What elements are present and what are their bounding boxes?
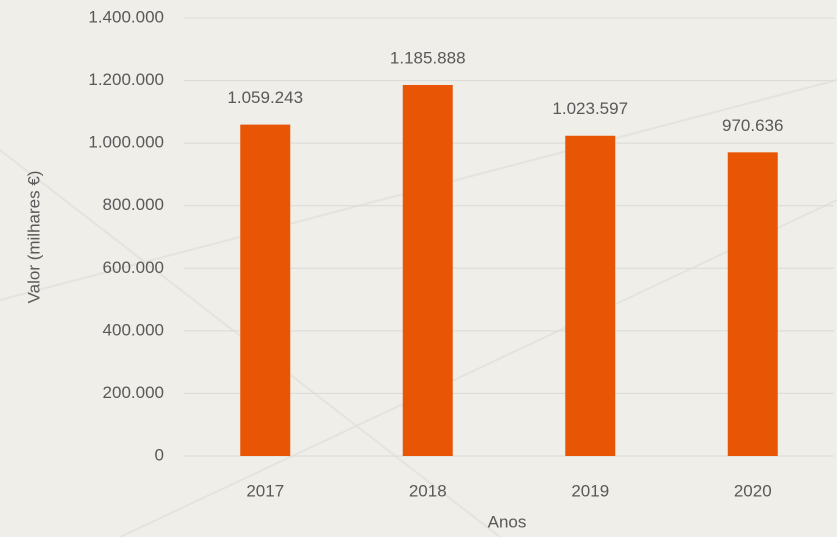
data-label: 1.059.243 — [227, 88, 303, 107]
x-tick-label: 2019 — [571, 481, 609, 500]
y-tick-label: 1.200.000 — [88, 70, 164, 89]
bar — [565, 135, 616, 456]
y-tick-label: 200.000 — [103, 383, 164, 402]
data-label: 1.185.888 — [390, 48, 466, 67]
data-label: 970.636 — [722, 116, 783, 135]
x-tick-label: 2017 — [246, 481, 284, 500]
y-axis-title: Valor (milhares €) — [24, 171, 43, 304]
x-tick-label: 2020 — [734, 481, 772, 500]
x-tick-label: 2018 — [409, 481, 447, 500]
y-tick-label: 1.000.000 — [88, 133, 164, 152]
y-tick-label: 600.000 — [103, 258, 164, 277]
y-tick-label: 800.000 — [103, 195, 164, 214]
y-tick-label: 400.000 — [103, 320, 164, 339]
y-tick-label: 0 — [155, 445, 164, 464]
bar — [727, 152, 778, 456]
bar — [402, 84, 453, 457]
data-label: 1.023.597 — [552, 99, 628, 118]
y-tick-label: 1.400.000 — [88, 7, 164, 26]
x-axis-title: Anos — [488, 512, 527, 531]
bar — [240, 124, 291, 456]
